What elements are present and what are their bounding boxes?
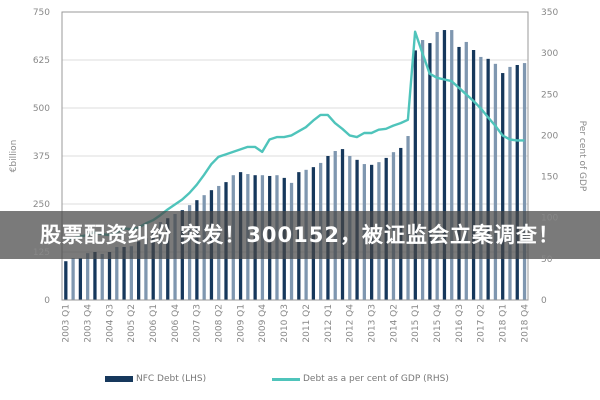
bar (435, 31, 439, 301)
legend-swatch-bar (105, 376, 133, 382)
bar (442, 30, 447, 300)
bar (122, 247, 126, 300)
bar (413, 50, 417, 301)
bar (464, 41, 468, 301)
bar (508, 66, 512, 300)
bar (115, 247, 119, 300)
bar (493, 63, 498, 301)
legend-label: Debt as a per cent of GDP (RHS) (303, 374, 449, 384)
bar (136, 241, 141, 300)
bar (479, 56, 483, 300)
bar (86, 253, 90, 300)
bar (450, 30, 454, 300)
bar (457, 46, 461, 300)
bar (100, 253, 104, 300)
bar (71, 258, 75, 300)
bar (515, 64, 519, 300)
plot-frame (61, 11, 529, 301)
bar (144, 238, 148, 300)
bar (158, 222, 163, 300)
legend-item-bar: NFC Debt (LHS) (105, 374, 206, 384)
legend-item-line: Debt as a per cent of GDP (RHS) (272, 374, 449, 384)
bar-series (64, 30, 527, 301)
line-series (65, 30, 525, 241)
bar (64, 261, 68, 300)
bar (129, 246, 133, 300)
bar (486, 58, 490, 301)
bar (166, 218, 170, 300)
bar (522, 63, 527, 301)
bar (471, 50, 476, 301)
bar (93, 252, 97, 300)
bar (501, 73, 505, 300)
bar (151, 228, 155, 300)
headline-text[interactable]: 股票配资纠纷 突发！300152，被证监会立案调查！ (40, 223, 560, 247)
legend-label: NFC Debt (LHS) (136, 374, 207, 384)
bar (107, 252, 112, 300)
bar (428, 43, 432, 300)
bar (420, 40, 425, 300)
legend-swatch-line (272, 377, 300, 381)
headline-banner[interactable]: 股票配资纠纷 突发！300152，被证监会立案调查！ (0, 211, 600, 259)
bar (78, 258, 83, 300)
